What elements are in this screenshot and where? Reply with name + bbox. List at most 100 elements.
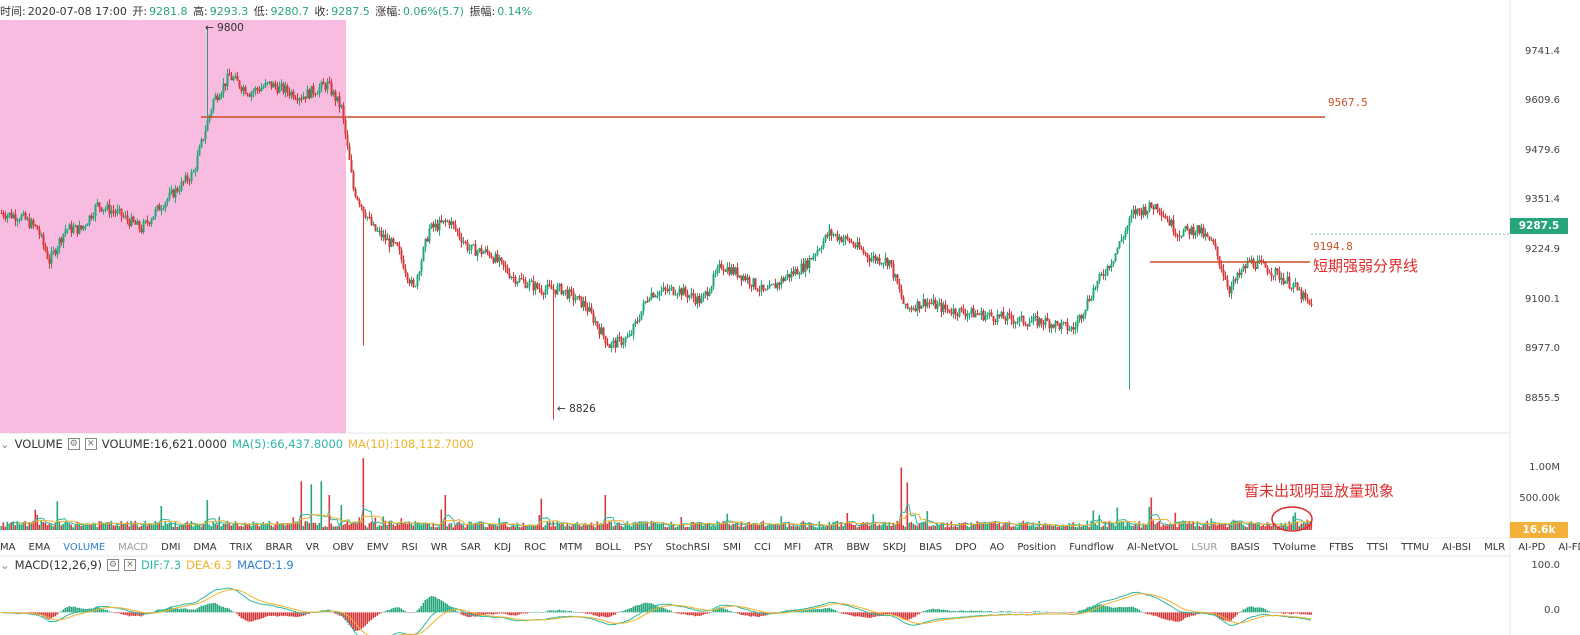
volume-bar	[618, 522, 621, 530]
volume-bar	[1046, 525, 1049, 530]
macd-bar	[74, 606, 77, 613]
volume-bar	[582, 524, 585, 530]
volume-bar	[16, 521, 19, 530]
volume-bar	[750, 524, 753, 530]
indicator-tab-bbw[interactable]: BBW	[846, 541, 870, 553]
settings-icon[interactable]: ⚙	[106, 559, 119, 571]
macd-bar	[176, 608, 179, 613]
indicator-tab-stochrsi[interactable]: StochRSI	[665, 541, 710, 553]
volume-bar	[1248, 522, 1251, 530]
indicator-tab-cci[interactable]: CCI	[753, 541, 771, 553]
macd-bar	[908, 612, 911, 620]
indicator-tab-ai-pd[interactable]: AI-PD	[1518, 541, 1546, 553]
indicator-tab-sar[interactable]: SAR	[460, 541, 481, 553]
macd-bar	[846, 612, 849, 615]
indicator-tab-volume[interactable]: VOLUME	[63, 541, 106, 553]
volume-bar	[552, 521, 555, 530]
candle-body	[36, 225, 39, 230]
candle-body	[468, 249, 471, 251]
indicator-tab-ttsi[interactable]: TTSI	[1366, 541, 1389, 553]
macd-bar	[928, 609, 931, 613]
indicator-tab-roc[interactable]: ROC	[524, 541, 546, 553]
close-icon[interactable]: ✕	[84, 438, 97, 450]
candle-body	[720, 263, 723, 269]
macd-bar	[456, 611, 459, 613]
close-icon[interactable]: ✕	[123, 559, 136, 571]
volume-bar	[332, 526, 335, 530]
indicator-tab-ao[interactable]: AO	[989, 541, 1005, 553]
indicator-tab-ai-fdi[interactable]: AI-FDI	[1558, 541, 1580, 553]
indicator-tab-obv[interactable]: OBV	[332, 541, 354, 553]
macd-bar	[758, 612, 761, 617]
candle-body	[1138, 208, 1141, 211]
indicator-tab-mfi[interactable]: MFI	[783, 541, 802, 553]
indicator-tab-fundflow[interactable]: Fundflow	[1069, 541, 1115, 553]
candle-body	[514, 277, 517, 284]
candle-body	[448, 221, 451, 226]
price-tick: 9479.6	[1525, 145, 1560, 156]
volume-bar	[968, 526, 971, 530]
volume-bar	[1058, 526, 1061, 530]
candle-body	[542, 293, 545, 295]
macd-bar	[1298, 612, 1301, 614]
candle-body	[1230, 285, 1233, 294]
indicator-tab-wr[interactable]: WR	[430, 541, 448, 553]
indicator-tab-tvolume[interactable]: TVolume	[1272, 541, 1316, 553]
volume-bar	[814, 527, 817, 530]
indicator-tab-ftbs[interactable]: FTBS	[1329, 541, 1354, 553]
indicator-tab-dpo[interactable]: DPO	[955, 541, 977, 553]
volume-bar	[500, 522, 503, 530]
volume-bar	[1008, 521, 1011, 530]
candle-body	[900, 289, 903, 298]
indicator-tab-trix[interactable]: TRIX	[229, 541, 253, 553]
macd-bar	[844, 612, 847, 615]
indicator-tab-atr[interactable]: ATR	[814, 541, 834, 553]
indicator-tab-ttmu[interactable]: TTMU	[1401, 541, 1430, 553]
settings-icon[interactable]: ⚙	[67, 438, 80, 450]
indicator-tab-psy[interactable]: PSY	[634, 541, 653, 553]
macd-bar	[420, 605, 423, 613]
indicator-tab-smi[interactable]: SMI	[723, 541, 741, 553]
candle-body	[222, 83, 225, 93]
indicator-tab-emv[interactable]: EMV	[366, 541, 389, 553]
indicator-tab-ema[interactable]: EMA	[28, 541, 51, 553]
collapse-icon[interactable]: ⌄	[0, 437, 10, 451]
volume-bar	[1302, 522, 1305, 530]
indicator-tab-ma[interactable]: MA	[0, 541, 16, 553]
indicator-tab-rsi[interactable]: RSI	[401, 541, 418, 553]
candle-body	[1036, 316, 1039, 326]
candle-body	[694, 297, 697, 304]
indicator-tab-bias[interactable]: BIAS	[919, 541, 943, 553]
indicator-tab-ai-bsi[interactable]: AI-BSI	[1442, 541, 1472, 553]
candle-body	[1224, 276, 1227, 280]
indicator-tab-ai-netvol[interactable]: AI-NetVOL	[1127, 541, 1179, 553]
indicator-tab-vr[interactable]: VR	[305, 541, 320, 553]
macd-bar	[254, 612, 257, 621]
macd-bar	[560, 610, 563, 613]
volume-bar	[1190, 523, 1193, 530]
indicator-tab-brar[interactable]: BRAR	[265, 541, 293, 553]
indicator-tab-dmi[interactable]: DMI	[161, 541, 181, 553]
candle-body	[356, 196, 359, 200]
macd-bar	[122, 612, 125, 615]
indicator-tab-mtm[interactable]: MTM	[558, 541, 583, 553]
candle-body	[106, 204, 109, 209]
volume-bar	[92, 522, 95, 530]
indicator-tab-lsur[interactable]: LSUR	[1191, 541, 1218, 553]
macd-bar	[1010, 611, 1013, 613]
indicator-tab-basis[interactable]: BASIS	[1230, 541, 1260, 553]
indicator-tab-macd[interactable]: MACD	[118, 541, 149, 553]
macd-bar	[196, 608, 199, 613]
indicator-tab-skdj[interactable]: SKDJ	[882, 541, 907, 553]
candle-body	[352, 172, 355, 190]
candle-body	[464, 241, 467, 243]
indicator-tab-kdj[interactable]: KDJ	[493, 541, 512, 553]
indicator-tab-dma[interactable]: DMA	[193, 541, 217, 553]
volume-bar	[1082, 526, 1085, 530]
indicator-tab-mlr[interactable]: MLR	[1484, 541, 1506, 553]
indicator-tab-boll[interactable]: BOLL	[595, 541, 622, 553]
volume-bar	[460, 524, 463, 530]
collapse-icon[interactable]: ⌄	[0, 558, 10, 572]
indicator-tab-position[interactable]: Position	[1017, 541, 1057, 553]
candle-body	[382, 234, 385, 238]
